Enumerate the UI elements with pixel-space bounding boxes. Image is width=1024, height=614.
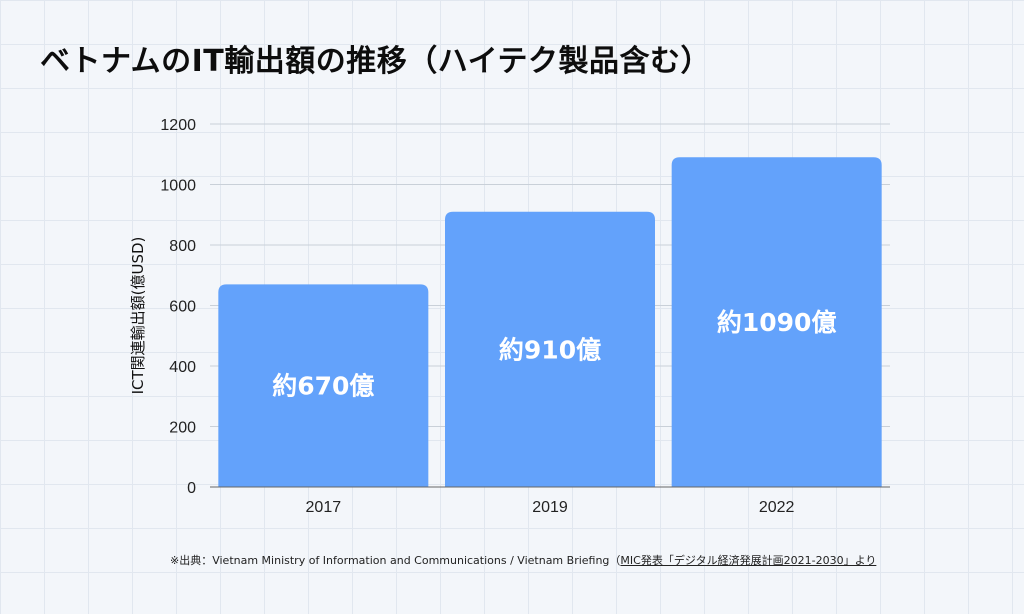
y-tick-label: 1000 <box>160 178 196 195</box>
x-axis-ticks: 2017 2019 2022 <box>306 499 795 516</box>
bar-2019 <box>445 211 655 487</box>
y-tick-label: 0 <box>187 480 196 497</box>
source-link[interactable]: MIC発表「デジタル経済発展計画2021-2030」より <box>620 554 877 567</box>
y-tick-label: 200 <box>169 420 196 437</box>
bar-data-label: 約910億 <box>499 335 601 364</box>
source-text: ※出典：Vietnam Ministry of Information and … <box>170 554 621 567</box>
chart-title: ベトナムのIT輸出額の推移（ハイテク製品含む） <box>40 44 712 79</box>
y-axis-label: ICT関連輸出額(億USD) <box>129 237 147 395</box>
y-tick-label: 1200 <box>160 117 196 134</box>
y-axis-ticks: 0 200 400 600 800 1000 1200 <box>160 117 196 497</box>
source-note: ※出典：Vietnam Ministry of Information and … <box>170 552 876 568</box>
y-tick-label: 400 <box>169 359 196 376</box>
bar-data-label: 約670億 <box>272 372 374 401</box>
bars: 約670億 約910億 約1090億 <box>218 157 882 487</box>
bar-data-label: 約1090億 <box>717 308 837 337</box>
x-tick-label: 2019 <box>532 499 568 516</box>
x-tick-label: 2017 <box>306 499 342 516</box>
bar-2022 <box>671 157 882 487</box>
y-tick-label: 600 <box>169 299 196 316</box>
y-tick-label: 800 <box>169 238 196 255</box>
bar-2017 <box>218 284 429 487</box>
x-tick-label: 2022 <box>759 499 795 516</box>
